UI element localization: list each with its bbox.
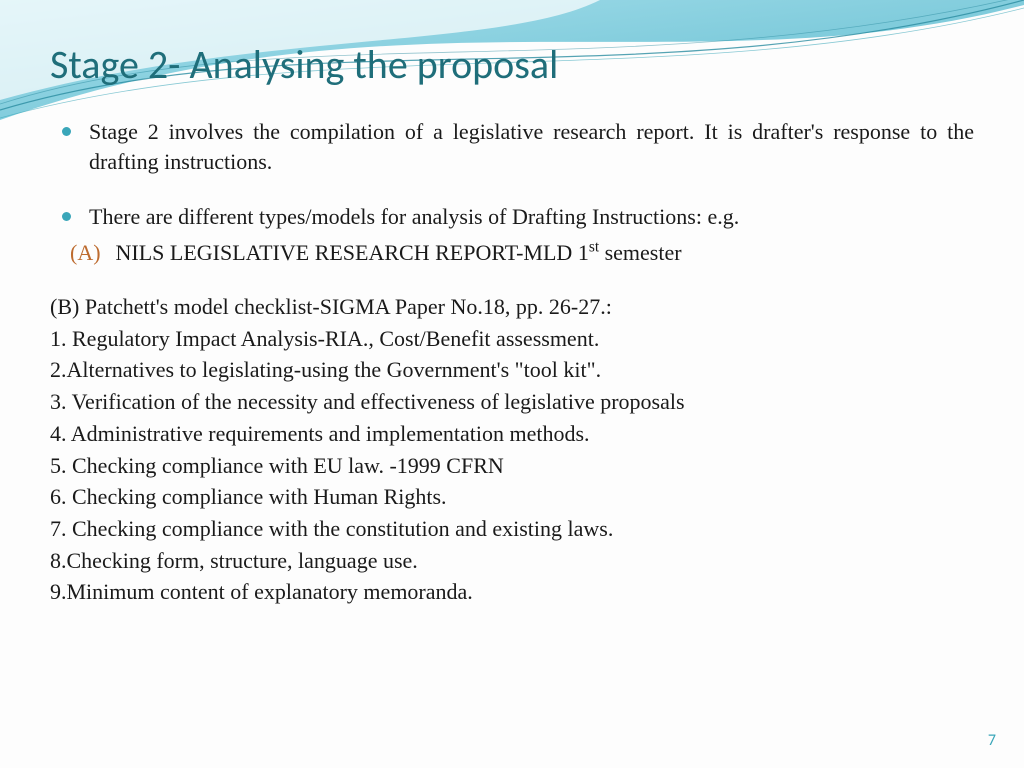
- checklist-item: 7. Checking compliance with the constitu…: [50, 514, 974, 544]
- letter-a-label: (A): [70, 238, 110, 268]
- checklist-item: 2.Alternatives to legislating-using the …: [50, 355, 974, 385]
- checklist-item: 8.Checking form, structure, language use…: [50, 546, 974, 576]
- checklist-item: 5. Checking compliance with EU law. -199…: [50, 451, 974, 481]
- page-number: 7: [988, 731, 996, 750]
- bullet-icon: [62, 127, 71, 136]
- slide-title: Stage 2- Analysing the proposal: [50, 40, 974, 89]
- model-b-heading: (B) Patchett's model checklist-SIGMA Pap…: [50, 292, 974, 322]
- letter-a-text: NILS LEGISLATIVE RESEARCH REPORT-MLD 1st…: [116, 240, 682, 265]
- checklist-item: 3. Verification of the necessity and eff…: [50, 387, 974, 417]
- checklist-item: 1. Regulatory Impact Analysis-RIA., Cost…: [50, 324, 974, 354]
- bullet-text: Stage 2 involves the compilation of a le…: [89, 117, 974, 176]
- bullet-icon: [62, 212, 71, 221]
- bullet-item: Stage 2 involves the compilation of a le…: [50, 117, 974, 176]
- checklist-item: 9.Minimum content of explanatory memoran…: [50, 577, 974, 607]
- bullet-item: There are different types/models for ana…: [50, 202, 974, 232]
- model-a-line: (A) NILS LEGISLATIVE RESEARCH REPORT-MLD…: [50, 238, 974, 268]
- checklist-item: 6. Checking compliance with Human Rights…: [50, 482, 974, 512]
- checklist-item: 4. Administrative requirements and imple…: [50, 419, 974, 449]
- bullet-text: There are different types/models for ana…: [89, 202, 974, 232]
